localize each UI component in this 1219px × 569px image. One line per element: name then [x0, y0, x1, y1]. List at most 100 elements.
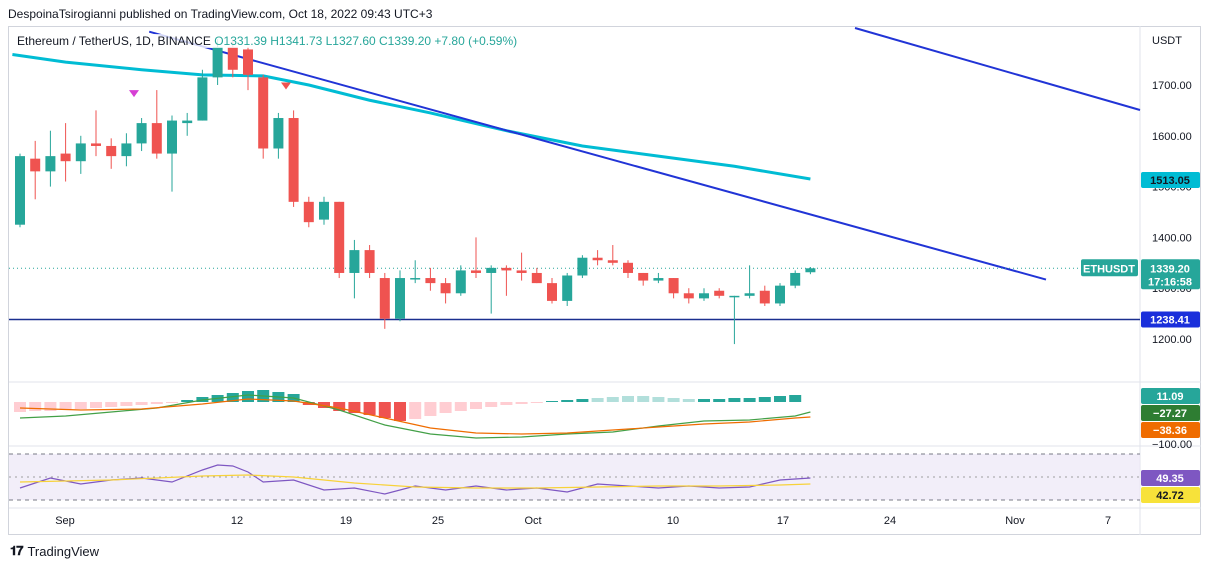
macd-histogram-bar — [470, 402, 482, 409]
signal-marker-icon — [129, 90, 139, 98]
grid-lines — [9, 26, 1201, 535]
macd-histogram-bar — [758, 397, 771, 402]
trend-lines — [148, 27, 1141, 281]
footer-brand[interactable]: 𝟏𝟕 TradingView — [10, 543, 99, 559]
candle-body — [440, 283, 451, 294]
candle-body — [75, 143, 86, 162]
candle — [30, 140, 41, 200]
macd-histogram-bar — [318, 402, 330, 408]
candle-body — [425, 278, 436, 284]
ma-value-tag: 1513.05 — [1150, 175, 1190, 187]
macd-histogram-bar — [409, 402, 422, 419]
candle — [334, 201, 345, 279]
candle-body — [151, 123, 162, 154]
candle — [531, 267, 542, 284]
time-axis: Sep 12 19 25 Oct 10 17 24 Nov 7 — [55, 515, 1111, 527]
rsi-ma-line — [19, 474, 811, 489]
time-tick-label: 7 — [1105, 515, 1111, 527]
candle — [167, 115, 177, 192]
candle — [653, 272, 664, 284]
candle — [577, 255, 588, 279]
candle — [45, 130, 56, 187]
candle-body — [319, 201, 329, 220]
macd-histogram-bar — [500, 402, 513, 405]
candle-body — [577, 257, 588, 276]
candle — [197, 69, 208, 121]
rsi-ma-value-tag-bg — [1141, 487, 1200, 503]
candle-body — [744, 293, 755, 296]
macd-histogram-bar — [682, 399, 695, 402]
moving-average-line — [12, 53, 811, 181]
macd-histogram-bar — [546, 401, 558, 402]
candle — [471, 237, 481, 279]
candle — [547, 278, 557, 304]
chart-frame — [8, 26, 1201, 535]
candle-body — [334, 201, 345, 273]
candle-body — [410, 278, 421, 280]
macd-histogram-bar — [652, 397, 665, 402]
candle — [258, 74, 269, 159]
time-tick-label: 17 — [777, 515, 789, 527]
candle-body — [364, 250, 375, 273]
candle — [121, 133, 132, 167]
time-tick-label: 25 — [432, 515, 444, 527]
macd-histogram-bar — [105, 402, 118, 407]
candle-body — [349, 250, 360, 273]
support-value-tag-bg — [1141, 311, 1200, 328]
macd-histogram-bar — [789, 395, 802, 402]
macd-histogram-bar — [166, 402, 178, 403]
candle — [425, 267, 436, 291]
macd-histogram-bar — [348, 402, 361, 413]
rsi-line — [19, 464, 811, 495]
candle — [805, 267, 816, 275]
macd-histogram-bar — [606, 397, 619, 402]
candle — [136, 118, 147, 152]
candle — [607, 245, 618, 266]
macd-histogram-bar — [29, 402, 42, 411]
candle-body — [30, 158, 41, 172]
macd-histogram-bar — [530, 402, 543, 403]
candle — [729, 295, 740, 345]
candle — [683, 288, 694, 304]
ohlc-values: O1331.39 H1341.73 L1327.60 C1339.20 +7.8… — [214, 34, 518, 48]
brand-name: TradingView — [27, 543, 100, 559]
candle-body — [303, 201, 314, 223]
descending-trendline — [148, 30, 1047, 281]
candle-body — [455, 270, 466, 294]
macd-histogram-bar — [622, 396, 634, 402]
time-tick-label: 12 — [231, 515, 243, 527]
candles — [15, 39, 816, 345]
candle-body — [486, 267, 497, 273]
macd-histogram-bar — [637, 396, 650, 402]
macd-histogram-bar — [576, 399, 589, 402]
candle-body — [15, 156, 25, 225]
symbol-legend: Ethereum / TetherUS, 1D, BINANCE O1331.3… — [17, 34, 518, 48]
rsi-ma-value-tag: 42.72 — [1156, 490, 1184, 502]
candle-body — [227, 46, 238, 70]
candle — [106, 138, 117, 169]
candle-body — [379, 278, 390, 319]
last-price-tag: 1339.20 — [1150, 263, 1190, 275]
candle — [91, 110, 101, 157]
macd-histogram-bar — [424, 402, 437, 416]
candle-body — [136, 123, 147, 144]
candle — [395, 270, 405, 322]
candle-body — [531, 272, 542, 284]
candle — [364, 245, 375, 279]
macd-histogram-tag-bg — [1141, 388, 1200, 404]
macd-histogram-bar — [14, 402, 26, 412]
candle — [273, 112, 284, 159]
signal-markers — [129, 82, 291, 98]
candle — [349, 239, 360, 299]
candle — [516, 252, 527, 281]
time-tick-label: 19 — [340, 515, 352, 527]
macd-histogram-bar — [150, 402, 163, 404]
price-tick-label: 1200.00 — [1152, 334, 1192, 346]
rsi-value-tag: 49.35 — [1156, 473, 1184, 485]
last-price-tag-bg — [1141, 259, 1200, 290]
rsi-value-tag-bg — [1141, 470, 1200, 486]
macd-histogram-bar — [561, 400, 574, 402]
macd-panel — [14, 390, 811, 439]
